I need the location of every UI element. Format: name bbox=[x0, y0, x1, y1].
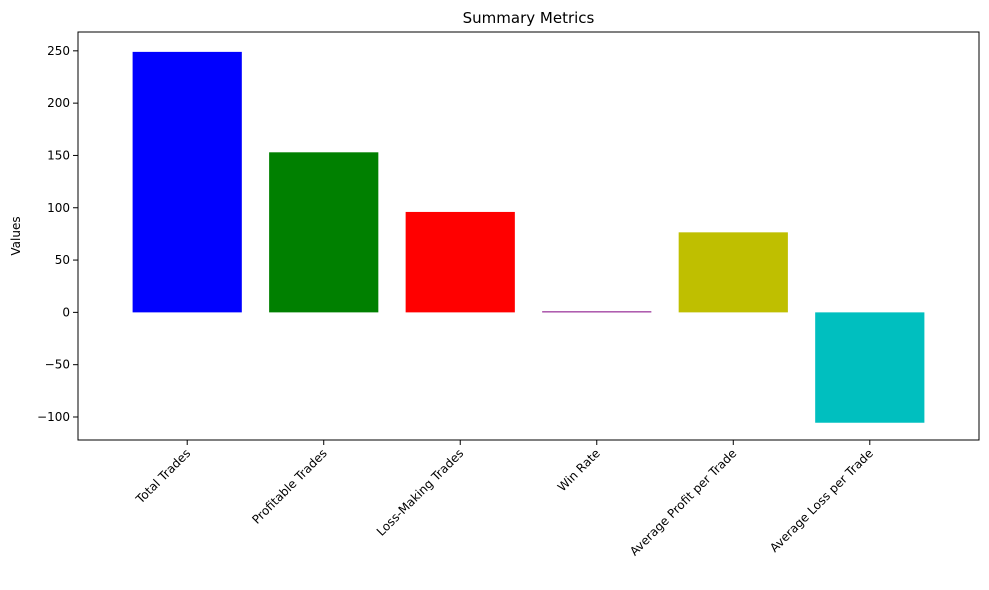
x-tick-label: Loss-Making Trades bbox=[374, 446, 466, 538]
x-tick-label: Average Loss per Trade bbox=[767, 446, 876, 555]
bars-group bbox=[132, 51, 925, 423]
x-tick-label: Profitable Trades bbox=[249, 446, 330, 527]
y-tick-label: 100 bbox=[47, 201, 70, 215]
y-tick-label: 250 bbox=[47, 44, 70, 58]
x-axis-ticks: Total Trades Profitable Trades Loss-Making… bbox=[133, 440, 876, 559]
y-axis-label: Values bbox=[9, 216, 23, 255]
bar-0 bbox=[132, 51, 242, 313]
chart-title: Summary Metrics bbox=[463, 9, 595, 27]
y-tick-label: 150 bbox=[47, 148, 70, 162]
y-tick-label: −50 bbox=[45, 358, 70, 372]
x-tick-label: Average Profit per Trade bbox=[627, 446, 739, 558]
y-tick-label: −100 bbox=[37, 410, 70, 424]
y-tick-label: 200 bbox=[47, 96, 70, 110]
y-tick-label: 50 bbox=[55, 253, 70, 267]
y-axis-ticks: −100 −50 0 50 100 150 200 250 bbox=[37, 44, 78, 424]
bar-5 bbox=[815, 312, 925, 423]
bar-1 bbox=[269, 152, 379, 313]
x-tick-label: Total Trades bbox=[133, 446, 194, 507]
plot-frame bbox=[77, 31, 980, 441]
y-tick-label: 0 bbox=[62, 305, 70, 319]
bar-3 bbox=[542, 311, 652, 313]
x-tick-label: Win Rate bbox=[555, 446, 603, 494]
bar-2 bbox=[405, 211, 515, 313]
bar-4 bbox=[678, 232, 788, 313]
